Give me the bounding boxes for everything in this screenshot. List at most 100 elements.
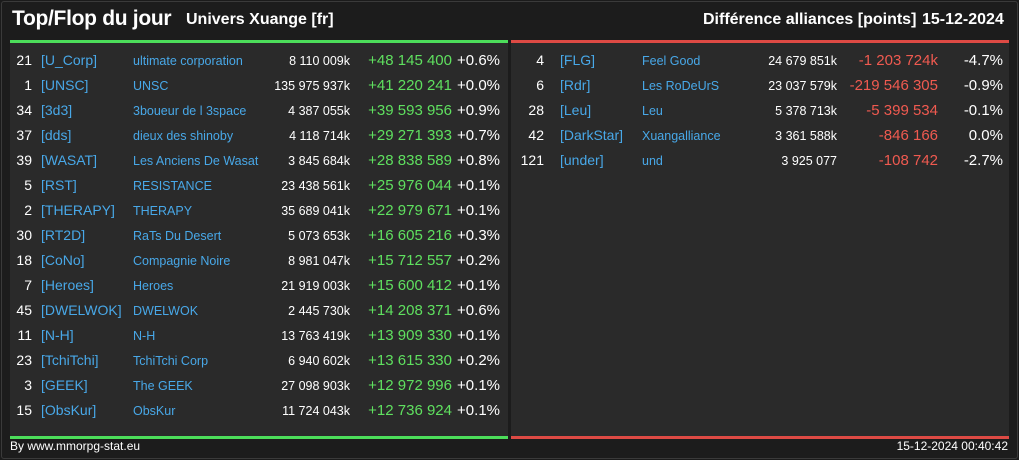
alliance-name-link[interactable]: dieux des shinoby — [133, 129, 234, 143]
alliance-tag-link[interactable]: [Leu] — [560, 102, 592, 118]
top-row: 11 [N-H] N-H 13 763 419k +13 909 330 +0.1% — [10, 323, 508, 348]
points-cell: 5 073 653k — [288, 229, 350, 243]
points-cell: 13 763 419k — [281, 329, 350, 343]
rank-cell: 7 — [24, 277, 32, 293]
alliance-name-link[interactable]: The GEEK — [133, 379, 193, 393]
alliance-name-link[interactable]: Les RoDeUrS — [642, 79, 720, 93]
delta-cell: -108 742 — [878, 152, 938, 169]
alliance-tag-link[interactable]: [TchiTchi] — [41, 352, 99, 368]
alliance-name-link[interactable]: Xuangalliance — [642, 129, 721, 143]
percent-cell: +0.6% — [457, 302, 500, 319]
alliance-tag-link[interactable]: [DWELWOK] — [41, 302, 122, 318]
top-row: 30 [RT2D] RaTs Du Desert 5 073 653k +16 605 … — [10, 223, 508, 248]
alliance-name-link[interactable]: THERAPY — [133, 204, 193, 218]
top-row: 7 [Heroes] Heroes 21 919 003k +15 600 412 +0.… — [10, 273, 508, 298]
rank-cell: 37 — [16, 127, 32, 143]
rank-cell: 3 — [24, 377, 32, 393]
alliance-name-link[interactable]: Heroes — [133, 279, 174, 293]
alliance-tag-link[interactable]: [3d3] — [41, 102, 73, 118]
alliance-tag-link[interactable]: [FLG] — [560, 52, 596, 68]
percent-cell: +0.1% — [457, 177, 500, 194]
alliance-tag-link[interactable]: [Rdr] — [560, 77, 591, 93]
top-row: 37 [dds] dieux des shinoby 4 118 714k +29 27… — [10, 123, 508, 148]
rank-cell: 30 — [16, 227, 32, 243]
points-cell: 24 679 851k — [768, 54, 837, 68]
flop-row: 4 [FLG] Feel Good 24 679 851k -1 203 724k -4.… — [511, 48, 1009, 73]
alliance-tag-link[interactable]: [DarkStar] — [560, 127, 624, 143]
top-row: 45 [DWELWOK] DWELWOK 2 445 730k +14 208 371 +… — [10, 298, 508, 323]
footer: By www.mmorpg-stat.eu 15-12-2024 00:40:4… — [10, 437, 1009, 455]
points-cell: 35 689 041k — [281, 204, 350, 218]
alliance-name-link[interactable]: Feel Good — [642, 54, 701, 68]
points-cell: 135 975 937k — [274, 79, 350, 93]
percent-cell: +0.0% — [457, 77, 500, 94]
alliance-name-link[interactable]: Compagnie Noire — [133, 254, 231, 268]
alliance-tag-link[interactable]: [GEEK] — [41, 377, 88, 393]
alliance-tag-link[interactable]: [dds] — [41, 127, 72, 143]
rank-cell: 39 — [16, 152, 32, 168]
alliance-name-link[interactable]: RESISTANCE — [133, 179, 212, 193]
delta-cell: +28 838 589 — [368, 152, 452, 169]
alliance-name-link[interactable]: DWELWOK — [133, 304, 199, 318]
alliance-tag-link[interactable]: [ObsKur] — [41, 402, 97, 418]
header-date: 15-12-2024 — [922, 11, 1004, 28]
delta-cell: -219 546 305 — [849, 77, 938, 94]
alliance-tag-link[interactable]: [CoNo] — [41, 252, 85, 268]
points-cell: 23 438 561k — [281, 179, 350, 193]
top-row: 3 [GEEK] The GEEK 27 098 903k +12 972 996 +0.… — [10, 373, 508, 398]
points-cell: 3 925 077 — [781, 154, 837, 168]
top-row: 15 [ObsKur] ObsKur 11 724 043k +12 736 924 +0… — [10, 398, 508, 423]
alliance-tag-link[interactable]: [RT2D] — [41, 227, 86, 243]
top-row: 39 [WASAT] Les Anciens De Wasat 3 845 684k +… — [10, 148, 508, 173]
delta-cell: +13 909 330 — [368, 327, 452, 344]
percent-cell: +0.1% — [457, 402, 500, 419]
delta-cell: +29 271 393 — [368, 127, 452, 144]
points-cell: 23 037 579k — [768, 79, 837, 93]
alliance-tag-link[interactable]: [WASAT] — [41, 152, 97, 168]
alliance-tag-link[interactable]: [under] — [560, 152, 604, 168]
rank-cell: 1 — [24, 77, 32, 93]
points-cell: 4 118 714k — [289, 129, 350, 143]
top-row: 21 [U_Corp] ultimate corporation 8 110 009k… — [10, 48, 508, 73]
alliance-tag-link[interactable]: [Heroes] — [41, 277, 94, 293]
flop-row: 121 [under] und 3 925 077 -108 742 -2.7% — [511, 148, 1009, 173]
alliance-tag-link[interactable]: [N-H] — [41, 327, 74, 343]
alliance-name-link[interactable]: Les Anciens De Wasat — [133, 154, 259, 168]
delta-cell: +25 976 044 — [368, 177, 452, 194]
header: Top/Flop du jour Univers Xuange [fr] Dif… — [0, 0, 1019, 40]
points-cell: 3 361 588k — [775, 129, 837, 143]
alliance-name-link[interactable]: N-H — [133, 329, 156, 343]
percent-cell: -0.1% — [963, 102, 1003, 119]
alliance-name-link[interactable]: 3boueur de l 3space — [133, 104, 247, 118]
top-row: 23 [TchiTchi] TchiTchi Corp 6 940 602k +13 6… — [10, 348, 508, 373]
alliance-name-link[interactable]: ObsKur — [133, 404, 176, 418]
alliance-tag-link[interactable]: [UNSC] — [41, 77, 89, 93]
alliance-name-link[interactable]: Leu — [642, 104, 663, 118]
alliance-name-link[interactable]: TchiTchi Corp — [133, 354, 209, 368]
alliance-name-link[interactable]: RaTs Du Desert — [133, 229, 222, 243]
points-cell: 11 724 043k — [282, 404, 350, 418]
points-cell: 21 919 003k — [281, 279, 350, 293]
percent-cell: 0.0% — [968, 127, 1003, 144]
delta-cell: +13 615 330 — [368, 352, 452, 369]
rank-cell: 42 — [528, 127, 544, 143]
top-row: 1 [UNSC] UNSC 135 975 937k +41 220 241 +0.0% — [10, 73, 508, 98]
footer-timestamp: 15-12-2024 00:40:42 — [896, 439, 1008, 453]
universe-label: Univers Xuange [fr] — [186, 11, 334, 28]
alliance-name-link[interactable]: UNSC — [133, 79, 169, 93]
alliance-tag-link[interactable]: [THERAPY] — [41, 202, 115, 218]
points-cell: 8 110 009k — [289, 54, 350, 68]
points-cell: 6 940 602k — [288, 354, 350, 368]
top-row: 34 [3d3] 3boueur de l 3space 4 387 055k +39 … — [10, 98, 508, 123]
delta-cell: +48 145 400 — [368, 52, 452, 69]
rank-cell: 28 — [528, 102, 544, 118]
percent-cell: +0.8% — [457, 152, 500, 169]
alliance-tag-link[interactable]: [U_Corp] — [41, 52, 98, 68]
rank-cell: 11 — [17, 327, 32, 343]
credit-link[interactable]: By www.mmorpg-stat.eu — [10, 439, 141, 453]
alliance-tag-link[interactable]: [RST] — [41, 177, 77, 193]
alliance-name-link[interactable]: und — [642, 154, 663, 168]
percent-cell: +0.9% — [457, 102, 500, 119]
delta-cell: +39 593 956 — [368, 102, 452, 119]
alliance-name-link[interactable]: ultimate corporation — [133, 54, 243, 68]
